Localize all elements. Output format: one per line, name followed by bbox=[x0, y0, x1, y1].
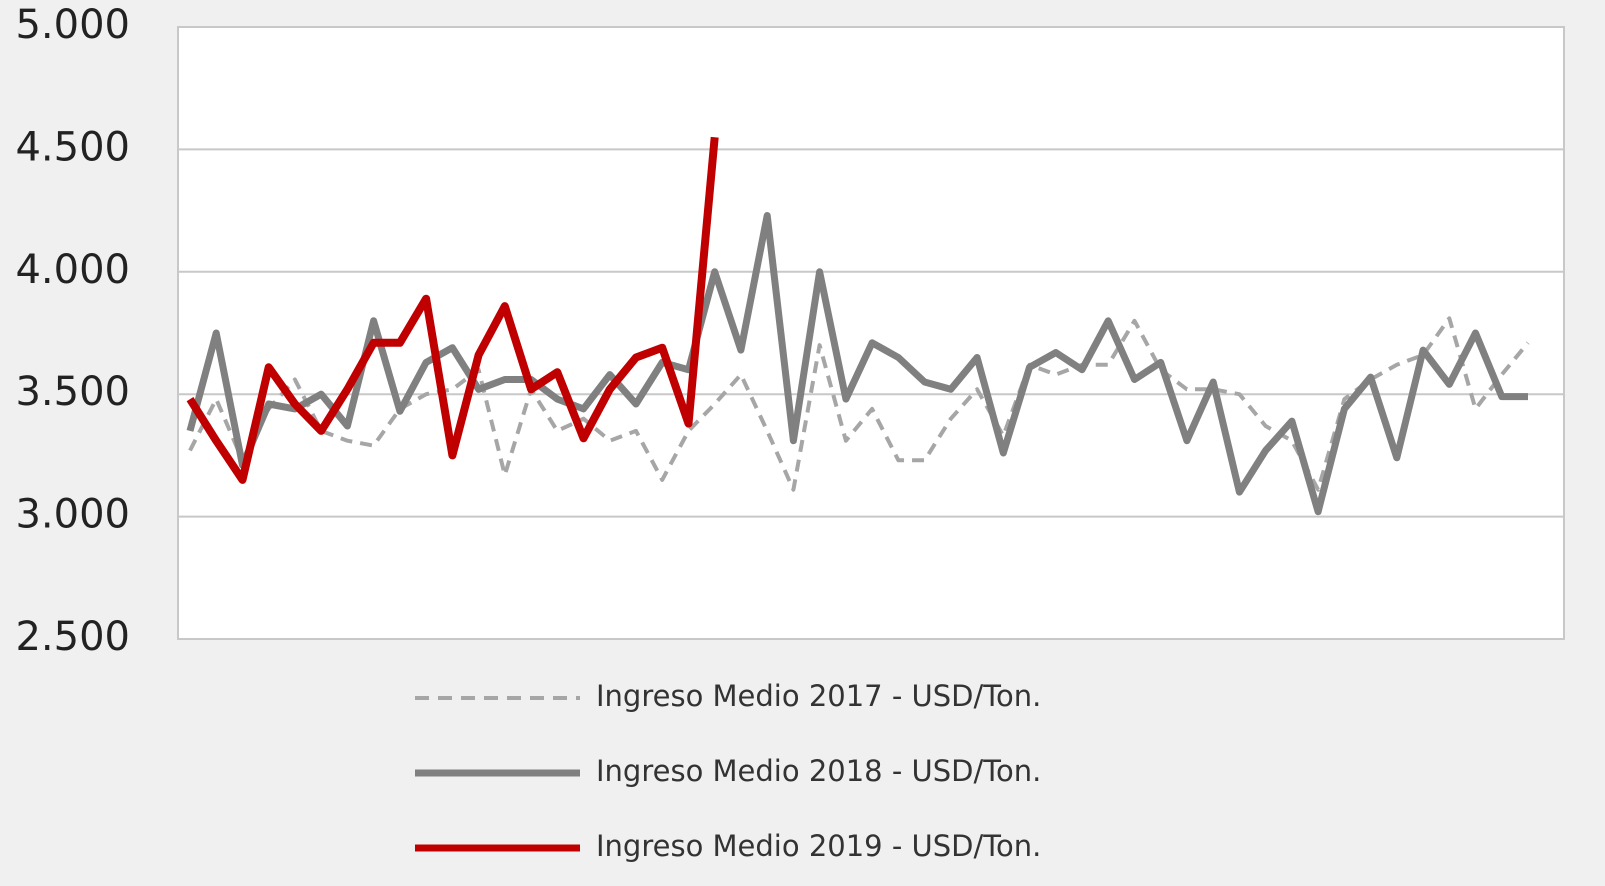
legend-label: Ingreso Medio 2019 - USD/Ton. bbox=[596, 829, 1041, 863]
series-line bbox=[186, 136, 719, 484]
y-tick-label: 4.500 bbox=[15, 124, 130, 170]
series-line bbox=[186, 212, 1528, 516]
y-tick-label: 2.500 bbox=[15, 614, 130, 660]
legend-label: Ingreso Medio 2017 - USD/Ton. bbox=[596, 679, 1041, 713]
plot-area bbox=[177, 26, 1565, 640]
y-tick-label: 3.000 bbox=[15, 492, 130, 538]
y-tick-label: 5.000 bbox=[15, 2, 130, 48]
legend-label: Ingreso Medio 2018 - USD/Ton. bbox=[596, 754, 1041, 788]
y-tick-label: 4.000 bbox=[15, 247, 130, 293]
y-tick-label: 3.500 bbox=[15, 369, 130, 415]
